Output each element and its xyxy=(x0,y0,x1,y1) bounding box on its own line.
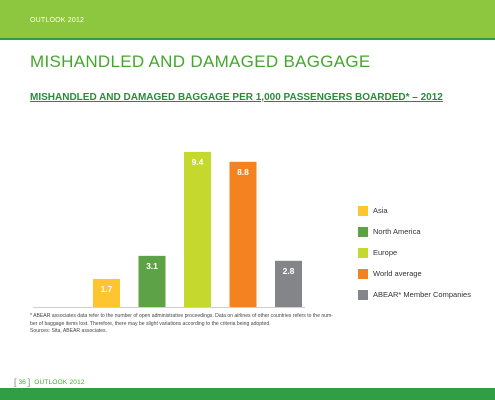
data-label: 8.8 xyxy=(237,167,249,177)
page-footer: [ 36 ] OUTLOOK 2012 xyxy=(14,377,85,387)
legend-swatch xyxy=(358,226,368,237)
bar xyxy=(275,260,302,307)
legend-label: World average xyxy=(373,269,422,278)
legend-swatch xyxy=(358,247,368,258)
data-label: 3.1 xyxy=(146,261,158,271)
legend-item: World average xyxy=(358,263,471,284)
chart-title: MISHANDLED AND DAMAGED BAGGAGE PER 1,000… xyxy=(30,92,443,103)
legend-swatch xyxy=(358,268,368,279)
bar xyxy=(138,255,166,307)
legend-label: North America xyxy=(373,227,421,236)
bracket-icon: ] xyxy=(27,377,31,387)
legend-item: Europe xyxy=(358,242,471,263)
legend-swatch xyxy=(358,205,368,216)
data-label: 2.8 xyxy=(283,266,295,276)
data-label: 9.4 xyxy=(192,157,204,167)
page-number: 36 xyxy=(18,378,26,386)
header-band xyxy=(0,0,495,38)
bar xyxy=(184,151,211,307)
footer-band xyxy=(0,388,495,400)
header-divider xyxy=(0,38,495,40)
bar xyxy=(229,161,257,307)
data-label: 1.7 xyxy=(101,284,113,294)
footer-report-title: OUTLOOK 2012 xyxy=(34,378,85,386)
legend-item: Asia xyxy=(358,200,471,221)
footnote-sources: Sources: Sita, ABEAR associates. xyxy=(30,328,108,334)
bracket-icon: [ xyxy=(14,377,17,387)
legend-label: Asia xyxy=(373,206,388,215)
legend-label: ABEAR* Member Companies xyxy=(373,290,471,299)
footnote: * ABEAR associates data refer to the num… xyxy=(30,313,470,336)
bar xyxy=(93,278,120,307)
legend-swatch xyxy=(358,289,368,300)
legend-label: Europe xyxy=(373,248,398,257)
footnote-line-2: ber of baggage items lost. Therefore, th… xyxy=(30,320,271,327)
header-report-title: OUTLOOK 2012 xyxy=(30,17,85,24)
footnote-line-1: * ABEAR associates data refer to the num… xyxy=(30,313,333,319)
legend-item: ABEAR* Member Companies xyxy=(358,284,471,305)
section-title: MISHANDLED AND DAMAGED BAGGAGE xyxy=(30,52,371,71)
legend-item: North America xyxy=(358,221,471,242)
chart-legend: Asia North America Europe World average ABEA… xyxy=(358,200,471,305)
